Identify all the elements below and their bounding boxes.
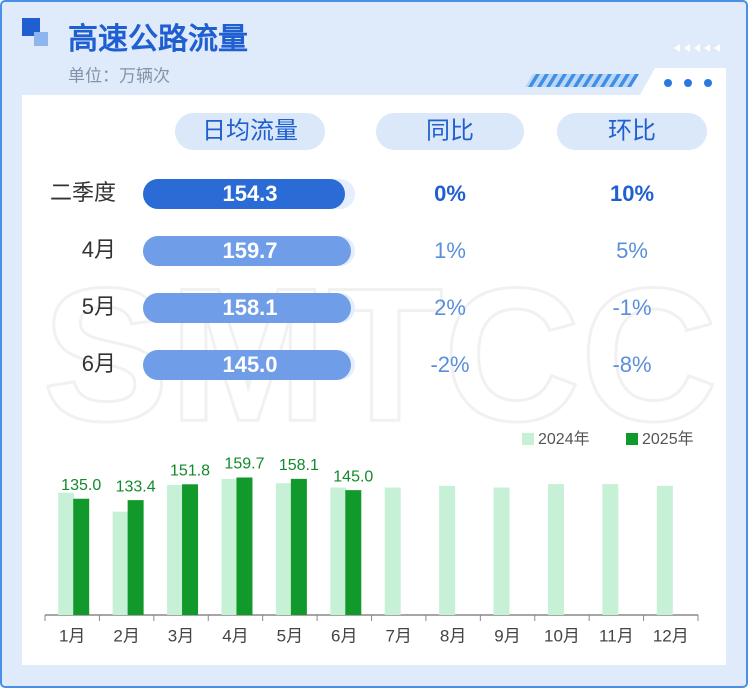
value-text: 159.7	[222, 238, 277, 263]
x-tick-label: 2月	[113, 626, 139, 645]
ratio-text: 5%	[616, 238, 648, 263]
column-header: 环比	[608, 117, 656, 144]
value-pill	[143, 236, 351, 266]
bar	[73, 498, 90, 615]
value-pill	[143, 350, 351, 380]
dots	[664, 79, 712, 87]
stripe	[600, 74, 612, 87]
x-tick-label: 9月	[494, 626, 520, 645]
ratio-text: 0%	[434, 181, 466, 206]
stripe	[528, 74, 540, 87]
bar	[290, 478, 307, 615]
bar	[221, 478, 238, 615]
column-header-pill	[175, 113, 325, 150]
value-pill	[143, 179, 345, 209]
x-tick-label: 6月	[331, 626, 357, 645]
arrow-decoration	[674, 44, 720, 52]
bar	[112, 511, 129, 615]
title-icon	[22, 18, 40, 36]
value-label: 135.0	[61, 477, 101, 494]
legend-swatch	[522, 433, 534, 445]
column-header-pill	[376, 113, 524, 150]
bar	[236, 477, 253, 615]
ratio-text: -2%	[430, 352, 469, 377]
ratio-text: 2%	[434, 295, 466, 320]
legend-label: 2025年	[642, 430, 694, 448]
legend-swatch	[626, 433, 638, 445]
stripe	[618, 74, 630, 87]
bar	[602, 484, 619, 615]
ratio-text: 10%	[610, 181, 654, 206]
value-pill	[143, 293, 351, 323]
bar	[182, 484, 199, 615]
row-label: 5月	[82, 294, 116, 319]
x-tick-label: 3月	[168, 626, 194, 645]
bar	[58, 492, 75, 615]
bar	[345, 490, 362, 615]
ratio-text: -1%	[612, 295, 651, 320]
subtitle: 单位：万辆次	[68, 66, 170, 85]
value-label: 158.1	[279, 457, 319, 474]
x-tick-label: 8月	[440, 626, 466, 645]
bar	[656, 485, 673, 615]
stripe	[537, 74, 549, 87]
x-tick-label: 12月	[653, 626, 689, 645]
x-tick-label: 11月	[599, 626, 634, 645]
x-tick-label: 7月	[385, 626, 411, 645]
value-label: 133.4	[116, 478, 156, 495]
value-label: 151.8	[170, 463, 210, 480]
value-label: 159.7	[224, 456, 264, 473]
value-text: 158.1	[222, 295, 277, 320]
row-label: 6月	[82, 351, 116, 376]
x-tick-label: 1月	[59, 626, 85, 645]
stripe	[609, 74, 621, 87]
bar	[330, 487, 347, 615]
title: 高速公路流量	[68, 23, 248, 56]
column-header: 同比	[426, 117, 474, 144]
bar	[439, 485, 456, 615]
bar	[384, 487, 401, 615]
stripe	[582, 74, 594, 87]
column-header: 日均流量	[202, 117, 298, 144]
value-text: 145.0	[222, 352, 277, 377]
legend-label: 2024年	[538, 430, 590, 448]
stripe	[591, 74, 603, 87]
stripes	[528, 74, 639, 87]
bar	[547, 484, 564, 615]
value-label: 145.0	[333, 468, 373, 485]
x-tick-label: 5月	[277, 626, 303, 645]
bar	[493, 487, 510, 615]
row-label: 二季度	[50, 180, 116, 205]
row-label: 4月	[82, 237, 116, 262]
x-tick-label: 10月	[544, 626, 580, 645]
stripe	[555, 74, 567, 87]
column-header-pill	[557, 113, 707, 150]
bar	[275, 483, 292, 615]
ratio-text: -8%	[612, 352, 651, 377]
bar	[127, 500, 144, 615]
value-text: 154.3	[222, 181, 277, 206]
x-tick-label: 4月	[222, 626, 248, 645]
bar	[167, 484, 184, 615]
stripe	[546, 74, 558, 87]
stripe	[564, 74, 576, 87]
stripe	[573, 74, 585, 87]
title-icon-shadow	[34, 32, 48, 46]
stripe	[627, 74, 639, 87]
ratio-text: 1%	[434, 238, 466, 263]
